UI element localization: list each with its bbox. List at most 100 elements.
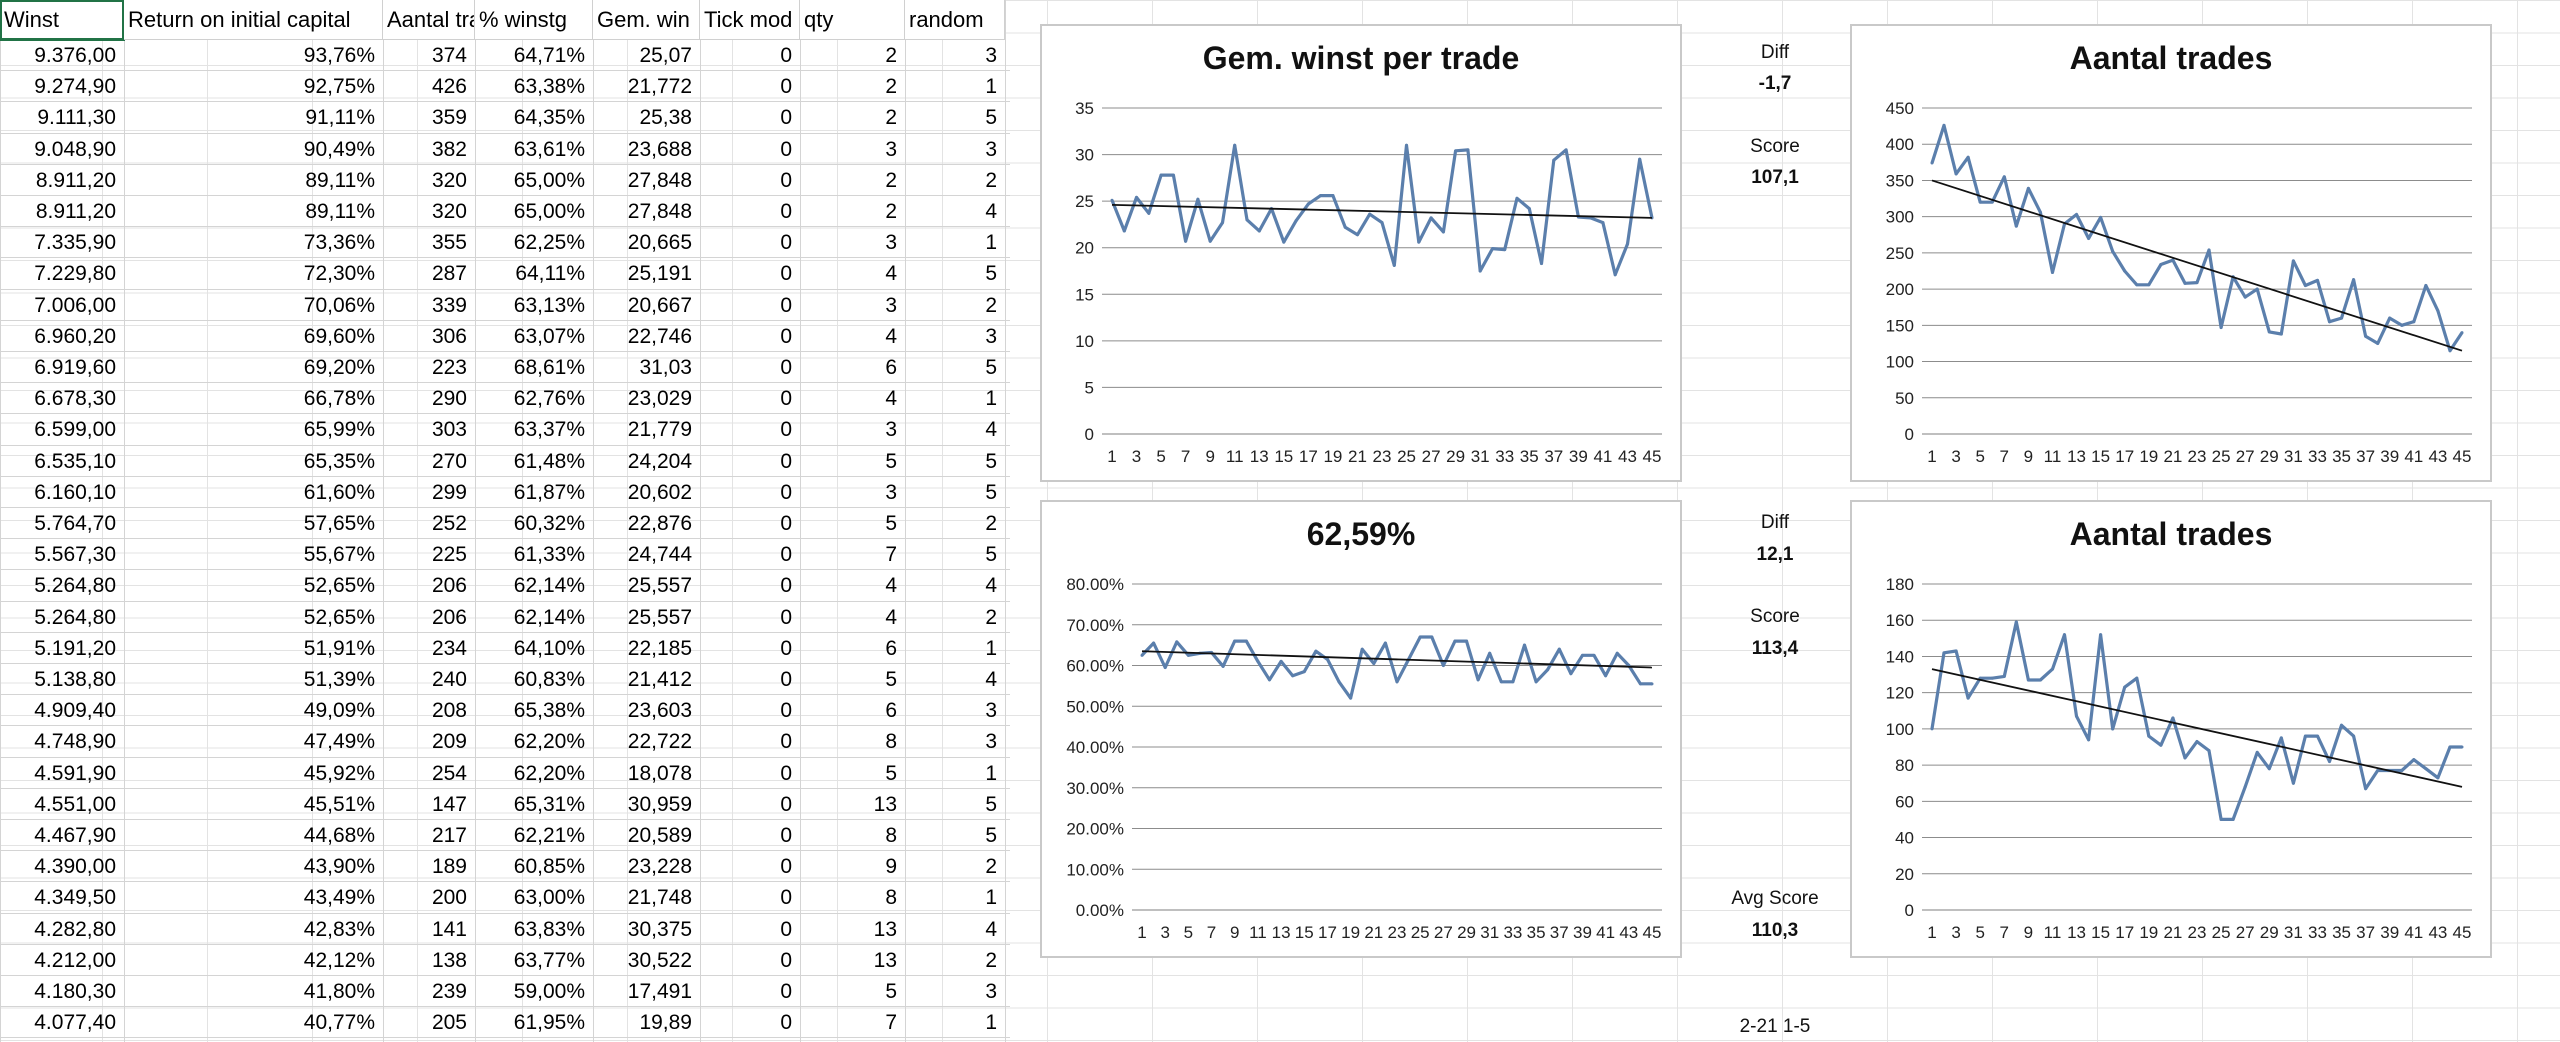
table-cell[interactable]: 5	[885, 668, 897, 691]
table-cell[interactable]: 0	[780, 574, 792, 598]
diff-value-2[interactable]: 12,1	[1756, 544, 1794, 565]
table-cell[interactable]: 0	[780, 356, 792, 379]
table-cell[interactable]: 63,00%	[513, 886, 585, 910]
table-cell[interactable]: 4	[985, 418, 997, 442]
table-cell[interactable]: 60,83%	[513, 668, 585, 691]
table-cell[interactable]: 62,14%	[513, 574, 585, 598]
table-cell[interactable]: 2	[885, 168, 897, 192]
table-cell[interactable]: 9.111,30	[37, 106, 116, 130]
chart-trade-count-2[interactable]: 0 20 40 60 80 100 120 140 160 180 1 3 5 7 9 11 13 15 17 19 2…	[1850, 500, 2492, 958]
table-cell[interactable]: 65,31%	[513, 792, 585, 816]
table-cell[interactable]: 5.264,80	[34, 605, 116, 629]
table-cell[interactable]: 3	[985, 730, 997, 754]
header-cell[interactable]: Gem. win	[593, 0, 700, 40]
selected-header-cell[interactable]: Winst	[0, 0, 125, 41]
table-cell[interactable]: 6	[885, 356, 897, 379]
table-cell[interactable]: 61,33%	[513, 543, 585, 567]
table-cell[interactable]: 55,67%	[303, 543, 375, 567]
table-cell[interactable]: 4.180,30	[34, 980, 116, 1003]
table-cell[interactable]: 62,20%	[513, 730, 585, 754]
table-cell[interactable]: 66,78%	[303, 387, 375, 411]
table-cell[interactable]: 0	[780, 387, 792, 411]
table-cell[interactable]: 18,078	[627, 761, 692, 785]
table-cell[interactable]: 0	[780, 855, 792, 879]
header-cell[interactable]: qty	[800, 0, 905, 40]
table-cell[interactable]: 2	[985, 605, 997, 629]
table-cell[interactable]: 13	[873, 792, 897, 816]
table-cell[interactable]: 6.599,00	[34, 418, 116, 442]
table-cell[interactable]: 25,38	[639, 106, 692, 130]
score-value-2[interactable]: 113,4	[1751, 638, 1799, 659]
table-cell[interactable]: 6.919,60	[34, 356, 116, 379]
table-cell[interactable]: 49,09%	[303, 699, 375, 723]
table-cell[interactable]: 30,522	[627, 948, 692, 972]
table-cell[interactable]: 290	[431, 387, 467, 411]
score-value-1[interactable]: 107,1	[1751, 167, 1799, 188]
table-cell[interactable]: 51,39%	[303, 668, 375, 691]
table-cell[interactable]: 0	[780, 543, 792, 567]
table-cell[interactable]: 223	[431, 356, 467, 379]
table-cell[interactable]: 69,60%	[303, 324, 375, 348]
table-cell[interactable]: 2	[985, 168, 997, 192]
header-cell[interactable]: Tick mod	[700, 0, 800, 40]
table-cell[interactable]: 63,83%	[513, 917, 585, 941]
table-cell[interactable]: 27,848	[627, 200, 692, 223]
table-cell[interactable]: 6.678,30	[34, 387, 116, 411]
table-cell[interactable]: 1	[985, 886, 997, 910]
table-cell[interactable]: 5.567,30	[34, 543, 116, 567]
table-cell[interactable]: 4	[985, 574, 997, 598]
table-cell[interactable]: 24,204	[627, 449, 692, 473]
table-cell[interactable]: 72,30%	[303, 262, 375, 286]
table-cell[interactable]: 5	[985, 262, 997, 286]
table-cell[interactable]: 65,00%	[513, 200, 585, 223]
table-cell[interactable]: 7.335,90	[34, 231, 116, 255]
table-cell[interactable]: 1	[985, 75, 997, 99]
table-cell[interactable]: 4.748,90	[34, 730, 116, 754]
table-cell[interactable]: 45,51%	[303, 792, 375, 816]
table-cell[interactable]: 206	[431, 605, 467, 629]
table-cell[interactable]: 47,49%	[303, 730, 375, 754]
table-cell[interactable]: 0	[780, 418, 792, 442]
table-cell[interactable]: 20,589	[627, 824, 692, 847]
table-cell[interactable]: 2	[985, 855, 997, 879]
table-cell[interactable]: 3	[885, 231, 897, 255]
table-cell[interactable]: 320	[431, 200, 467, 223]
table-cell[interactable]: 189	[431, 855, 467, 879]
table-cell[interactable]: 65,35%	[303, 449, 375, 473]
table-cell[interactable]: 63,13%	[513, 293, 585, 317]
table-cell[interactable]: 3	[985, 699, 997, 723]
table-cell[interactable]: 254	[431, 761, 467, 785]
table-cell[interactable]: 2	[885, 75, 897, 99]
table-cell[interactable]: 63,07%	[513, 324, 585, 348]
table-cell[interactable]: 5	[885, 980, 897, 1003]
header-cell[interactable]: Aantal tra	[383, 0, 475, 40]
table-cell[interactable]: 0	[780, 699, 792, 723]
table-cell[interactable]: 51,91%	[303, 636, 375, 660]
table-cell[interactable]: 0	[780, 137, 792, 161]
range-note[interactable]: 2-21 1-5	[1739, 1016, 1811, 1037]
table-cell[interactable]: 5	[985, 543, 997, 567]
table-cell[interactable]: 20,667	[627, 293, 692, 317]
table-cell[interactable]: 40,77%	[303, 1011, 375, 1035]
table-cell[interactable]: 306	[431, 324, 467, 348]
table-cell[interactable]: 0	[780, 449, 792, 473]
table-cell[interactable]: 89,11%	[305, 200, 375, 223]
table-cell[interactable]: 22,746	[627, 324, 692, 348]
table-cell[interactable]: 73,36%	[303, 231, 375, 255]
table-cell[interactable]: 63,37%	[513, 418, 585, 442]
diff-value-1[interactable]: -1,7	[1758, 73, 1792, 94]
table-cell[interactable]: 0	[780, 636, 792, 660]
table-cell[interactable]: 23,228	[627, 855, 692, 879]
table-cell[interactable]: 0	[780, 200, 792, 223]
table-cell[interactable]: 5	[885, 761, 897, 785]
table-cell[interactable]: 0	[780, 262, 792, 286]
table-cell[interactable]: 217	[431, 824, 467, 847]
table-cell[interactable]: 0	[780, 761, 792, 785]
table-cell[interactable]: 43,90%	[303, 855, 375, 879]
table-cell[interactable]: 20,665	[627, 231, 692, 255]
table-cell[interactable]: 8	[885, 886, 897, 910]
table-cell[interactable]: 209	[431, 730, 467, 754]
table-cell[interactable]: 5.264,80	[34, 574, 116, 598]
table-cell[interactable]: 42,83%	[303, 917, 375, 941]
table-cell[interactable]: 65,00%	[513, 168, 585, 192]
